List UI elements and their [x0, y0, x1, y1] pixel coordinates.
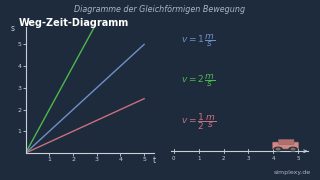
Circle shape: [276, 148, 280, 150]
Text: $v = 1\,\dfrac{m}{s}$: $v = 1\,\dfrac{m}{s}$: [181, 32, 215, 49]
Text: 0: 0: [172, 156, 176, 161]
Text: $v = 2\,\dfrac{m}{s}$: $v = 2\,\dfrac{m}{s}$: [181, 72, 215, 89]
Text: $v = \dfrac{1}{2}\,\dfrac{m}{s}$: $v = \dfrac{1}{2}\,\dfrac{m}{s}$: [181, 112, 216, 132]
Text: Weg-Zeit-Diagramm: Weg-Zeit-Diagramm: [19, 18, 130, 28]
Text: 3: 3: [247, 156, 250, 161]
Text: s: s: [11, 24, 15, 33]
FancyBboxPatch shape: [278, 140, 294, 144]
Text: simplexy.de: simplexy.de: [273, 170, 310, 175]
Circle shape: [274, 147, 282, 151]
Text: 5: 5: [296, 156, 300, 161]
Text: Diagramme der Gleichförmigen Bewegung: Diagramme der Gleichförmigen Bewegung: [75, 5, 245, 14]
Text: 4: 4: [271, 156, 275, 161]
FancyBboxPatch shape: [273, 142, 299, 149]
Text: 1: 1: [197, 156, 200, 161]
Circle shape: [289, 147, 297, 151]
Text: 2: 2: [222, 156, 225, 161]
Circle shape: [291, 148, 295, 150]
Text: t: t: [153, 156, 156, 165]
